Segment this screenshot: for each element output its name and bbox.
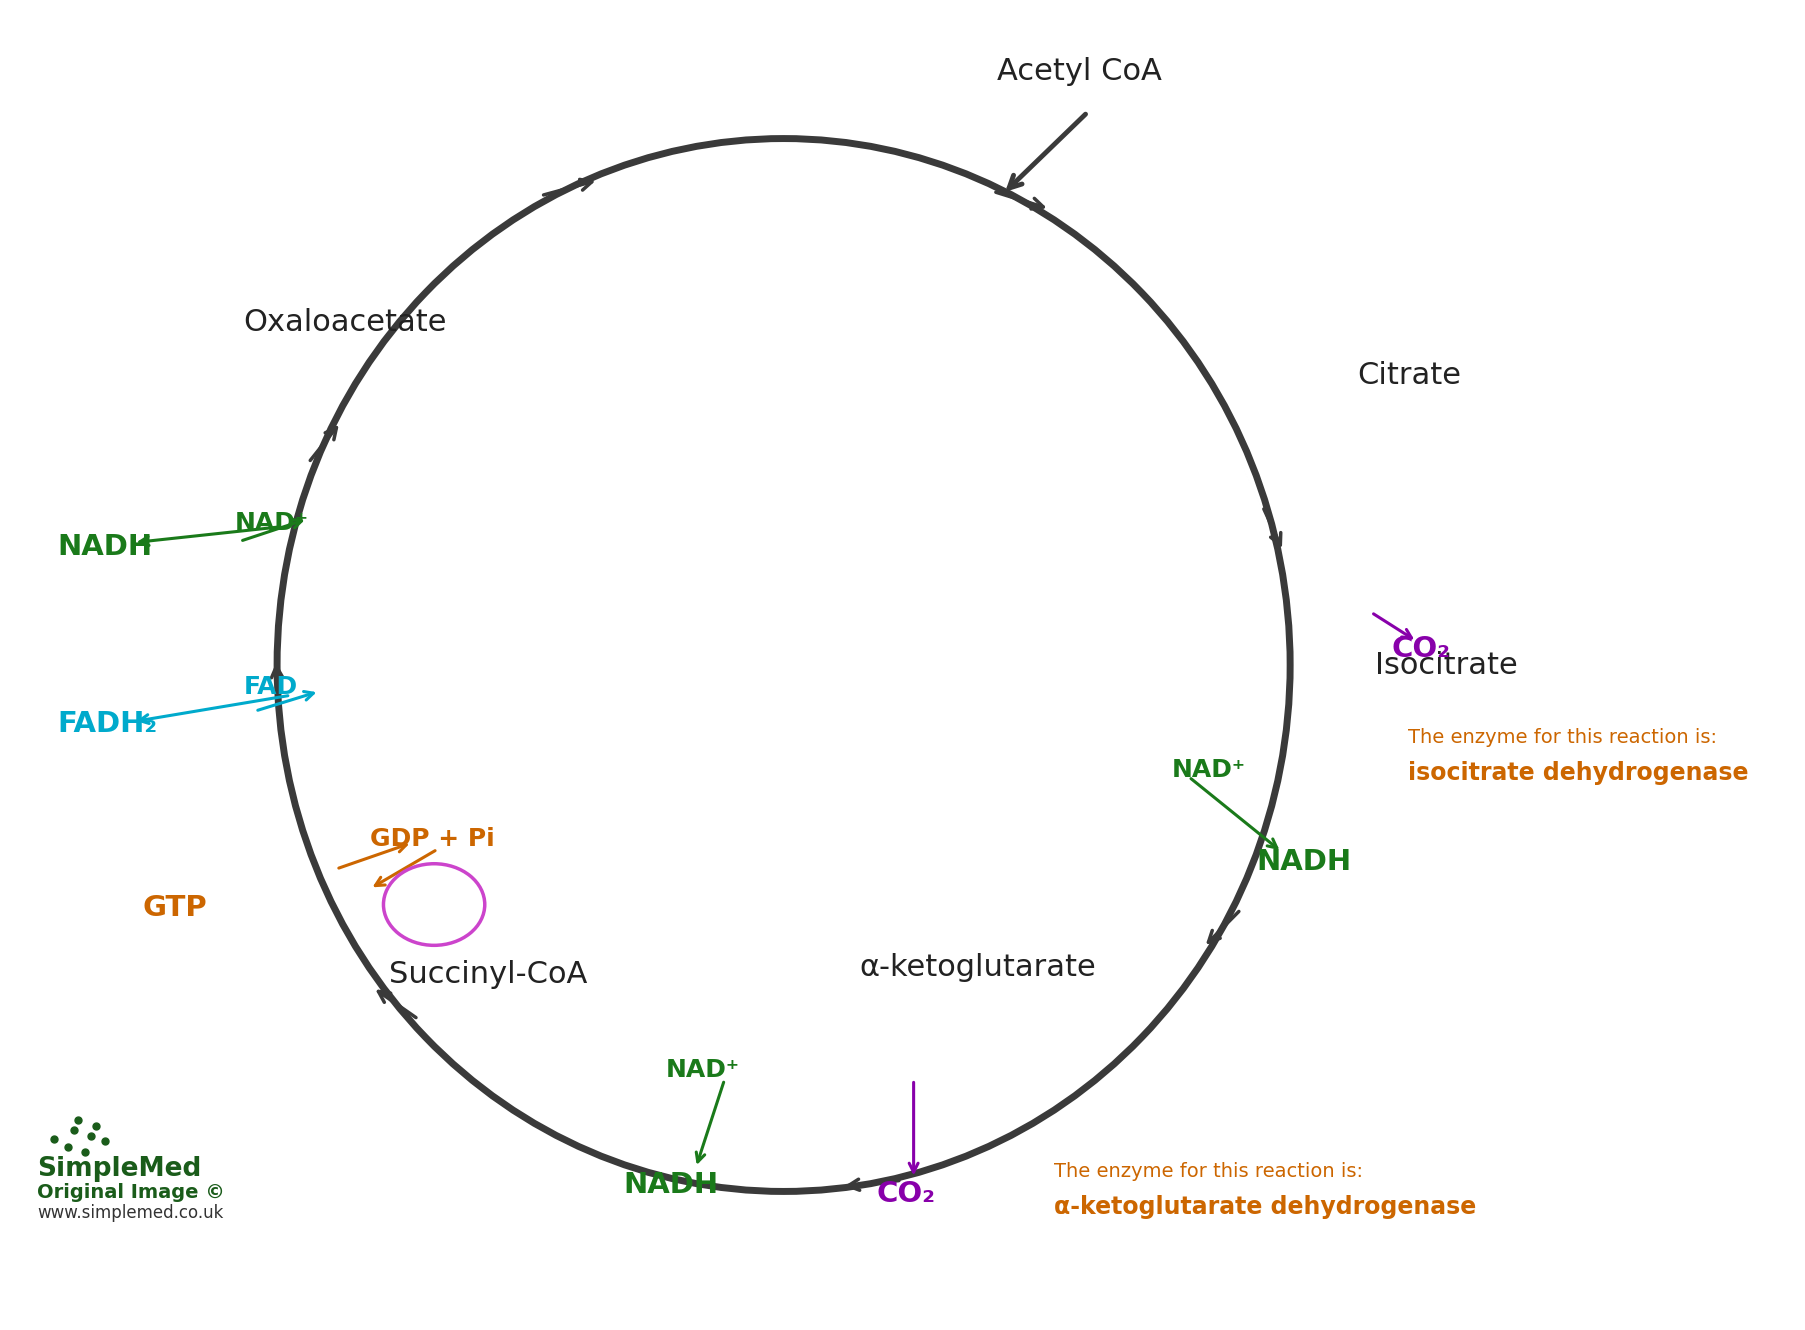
Text: The enzyme for this reaction is:: The enzyme for this reaction is: — [1408, 728, 1717, 747]
Text: Acetyl CoA: Acetyl CoA — [996, 57, 1162, 86]
Text: NAD⁺: NAD⁺ — [235, 511, 309, 535]
Text: Succinyl-CoA: Succinyl-CoA — [388, 960, 587, 988]
Text: GTP: GTP — [143, 895, 208, 923]
Text: CO₂: CO₂ — [1392, 636, 1451, 664]
Text: NAD⁺: NAD⁺ — [666, 1059, 740, 1083]
Text: NADH: NADH — [1256, 849, 1352, 876]
Text: Oxaloacetate: Oxaloacetate — [244, 309, 448, 338]
Text: GDP + Pi: GDP + Pi — [370, 827, 495, 851]
Text: α-ketoglutarate dehydrogenase: α-ketoglutarate dehydrogenase — [1054, 1196, 1476, 1220]
Text: isocitrate dehydrogenase: isocitrate dehydrogenase — [1408, 761, 1749, 785]
Text: The enzyme for this reaction is:: The enzyme for this reaction is: — [1054, 1162, 1363, 1181]
Text: www.simplemed.co.uk: www.simplemed.co.uk — [38, 1204, 224, 1222]
Text: FAD: FAD — [244, 676, 298, 700]
Text: Citrate: Citrate — [1357, 360, 1462, 390]
Text: α-ketoglutarate: α-ketoglutarate — [859, 954, 1096, 983]
Text: Isocitrate: Isocitrate — [1375, 650, 1518, 680]
Text: NADH: NADH — [58, 532, 153, 560]
Text: NAD⁺: NAD⁺ — [1171, 758, 1245, 782]
Text: NADH: NADH — [623, 1170, 718, 1198]
Text: SimpleMed: SimpleMed — [38, 1156, 202, 1181]
Text: CO₂: CO₂ — [877, 1180, 935, 1208]
Text: Original Image ©: Original Image © — [38, 1182, 226, 1202]
Text: FADH₂: FADH₂ — [58, 710, 157, 738]
